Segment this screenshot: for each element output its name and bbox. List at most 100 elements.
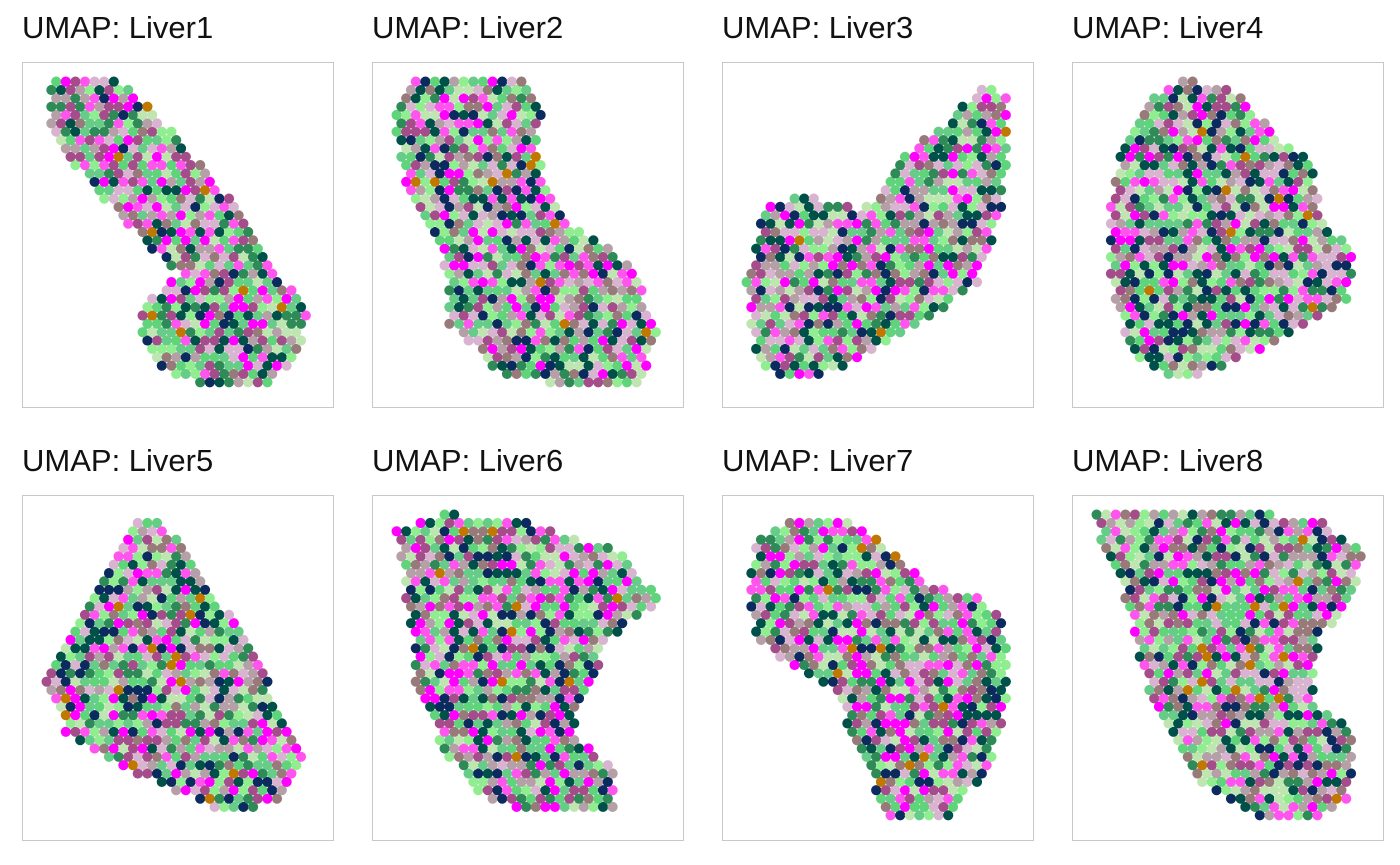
spot-point <box>947 684 959 696</box>
spot-point <box>1259 785 1270 796</box>
spot-point <box>885 176 896 187</box>
spot-point <box>602 343 613 354</box>
spot-point <box>477 210 489 221</box>
spot-point <box>1321 576 1333 587</box>
spot-point <box>770 226 781 238</box>
spot-point <box>832 218 843 229</box>
spot-point <box>137 743 148 754</box>
spot-point <box>410 176 421 187</box>
spot-point <box>175 576 187 587</box>
spot-point <box>928 584 939 595</box>
spot-point <box>1240 701 1251 712</box>
spot-point <box>799 293 810 304</box>
spot-point <box>588 668 599 679</box>
spot-point <box>1278 235 1289 246</box>
spot-point <box>813 218 824 229</box>
spot-point <box>118 210 129 221</box>
spot-point <box>957 634 968 645</box>
spot-point <box>1225 143 1237 154</box>
spot-point <box>880 185 891 196</box>
spot-point <box>103 601 115 612</box>
spot-point <box>70 160 81 171</box>
spot-point <box>1168 126 1179 137</box>
spot-point <box>1206 226 1217 238</box>
spot-point <box>760 293 771 304</box>
spot-point <box>880 302 891 313</box>
spot-point <box>166 210 177 221</box>
spot-point <box>1177 576 1189 587</box>
spot-point <box>142 168 153 179</box>
spot-point <box>899 785 911 796</box>
spot-point <box>429 109 441 121</box>
spot-point <box>813 601 824 612</box>
spot-point <box>1235 676 1246 687</box>
spot-point <box>957 684 968 696</box>
spot-point <box>789 360 800 371</box>
spot-point <box>1245 310 1256 321</box>
spot-point <box>1321 559 1333 570</box>
spot-point <box>866 643 877 654</box>
spot-point <box>257 268 268 279</box>
spot-point <box>156 743 167 754</box>
spot-point <box>487 126 498 137</box>
spot-point <box>991 693 1002 704</box>
spot-point <box>410 126 421 137</box>
spot-point <box>1307 651 1318 662</box>
spot-point <box>233 260 244 271</box>
spot-point <box>233 327 244 338</box>
spot-point <box>1264 226 1275 238</box>
spot-point <box>1273 176 1285 187</box>
spot-point <box>933 176 944 187</box>
spot-point <box>842 618 853 629</box>
spot-point <box>142 201 153 212</box>
spot-point <box>291 343 302 354</box>
spot-point <box>803 584 815 595</box>
spot-point <box>962 643 973 654</box>
spot-point <box>962 143 973 154</box>
spot-point <box>559 285 570 296</box>
spot-point <box>473 768 484 779</box>
spot-point <box>1149 509 1160 520</box>
spot-point <box>123 751 134 762</box>
spot-point <box>770 327 781 338</box>
spot-point <box>1168 360 1179 371</box>
spot-point <box>1110 293 1121 304</box>
spot-point <box>943 676 954 687</box>
spot-point <box>420 526 431 537</box>
spot-point <box>482 84 493 96</box>
spot-point <box>252 743 263 754</box>
spot-point <box>832 235 843 246</box>
spot-point <box>516 160 527 171</box>
spot-point <box>1278 568 1289 579</box>
spot-point <box>497 76 508 87</box>
spot-point <box>497 676 508 687</box>
spot-point <box>127 609 139 620</box>
spot-point <box>923 743 935 754</box>
spot-point <box>185 626 196 637</box>
spot-point <box>267 785 278 796</box>
spot-point <box>487 542 498 554</box>
spot-point <box>933 626 944 637</box>
spot-point <box>540 352 551 363</box>
spot-point <box>1312 526 1323 537</box>
spot-point <box>501 268 513 279</box>
spot-point <box>492 118 503 129</box>
spot-point <box>171 218 182 229</box>
spot-point <box>175 293 187 304</box>
spot-point <box>180 701 191 712</box>
spot-point <box>564 576 575 587</box>
spot-point <box>429 643 441 654</box>
spot-point <box>847 643 858 654</box>
spot-point <box>252 659 263 671</box>
spot-point <box>765 302 776 313</box>
spot-point <box>583 559 594 570</box>
spot-point <box>420 210 431 221</box>
spot-point <box>895 743 906 754</box>
spot-point <box>108 576 119 587</box>
spot-point <box>976 185 987 196</box>
spot-point <box>991 109 1002 121</box>
spot-point <box>463 302 474 313</box>
spot-point <box>1317 568 1328 579</box>
spot-point <box>1331 293 1342 304</box>
spot-point <box>1245 676 1256 687</box>
